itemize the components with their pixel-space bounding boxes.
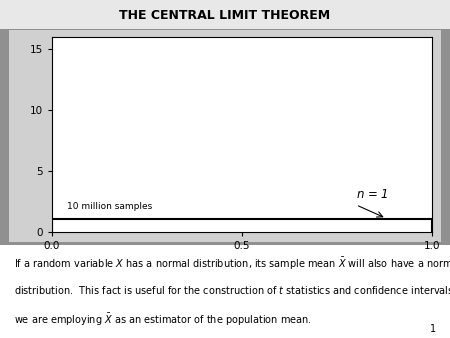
Text: 1: 1 bbox=[430, 324, 436, 334]
Text: THE CENTRAL LIMIT THEOREM: THE CENTRAL LIMIT THEOREM bbox=[119, 9, 331, 22]
Text: we are employing $\bar{X}$ as an estimator of the population mean.: we are employing $\bar{X}$ as an estimat… bbox=[14, 312, 311, 328]
Text: If a random variable $X$ has a normal distribution, its sample mean $\bar{X}$ wi: If a random variable $X$ has a normal di… bbox=[14, 256, 450, 272]
Text: 10 million samples: 10 million samples bbox=[67, 202, 152, 211]
Text: $n$ = 1: $n$ = 1 bbox=[356, 188, 388, 201]
Text: distribution.  This fact is useful for the construction of $t$ statistics and co: distribution. This fact is useful for th… bbox=[14, 284, 450, 296]
